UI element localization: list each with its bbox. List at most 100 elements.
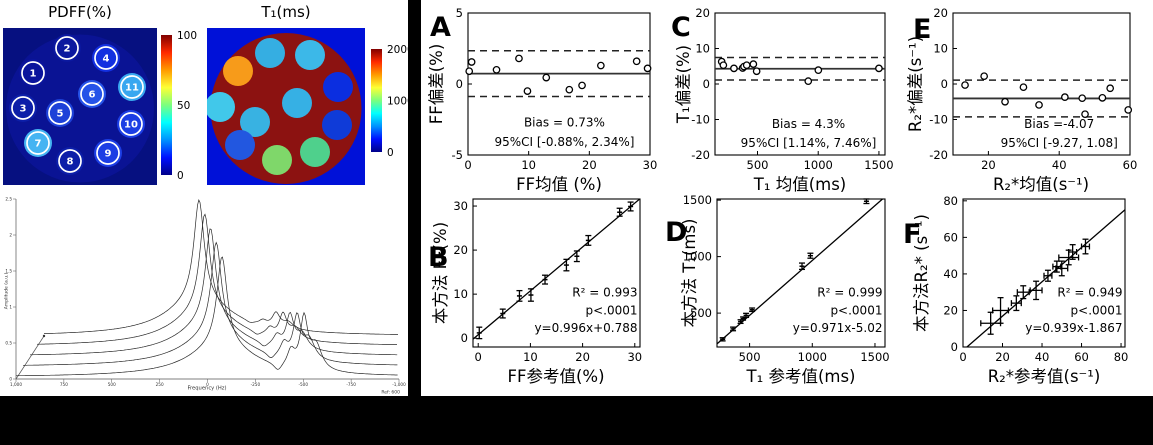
annotation-text: R² = 0.949 [1057,286,1122,300]
vial-number-4: 4 [103,54,110,65]
x-tick-label: 10 [523,350,538,364]
x-tick-label: 500 [739,350,761,364]
vial-ring-8 [58,149,82,173]
y-axis-label: 本方法 FF(%) [431,222,450,324]
x-tick-label: 20 [575,350,590,364]
x-tick-label: 20 [582,158,597,172]
y-tick-label: 500 [690,306,712,320]
spectrum-ref-label: Ref: 600 [381,390,400,396]
axes-box [472,198,641,348]
analysis-plots-panel: 0 10 20 30 -5 0 5 Bias = 0.73% 95%CI [-0.88%, 2.… [421,0,1153,396]
x-axis-label: R₂*参考值(s⁻¹) [988,367,1101,386]
spectrum-x-tick: -750 [346,382,356,387]
data-point [1081,110,1089,119]
spectrum-trace [23,241,398,366]
panel-letter-D: D [665,217,687,248]
spectrum-y-tick: 0 [9,377,12,382]
vial-1 [223,56,253,86]
y-tick-label: -20 [929,148,948,162]
depth-axis-marker [42,334,46,338]
vial-ring-2 [55,36,79,60]
data-point [730,64,738,73]
axes-box [716,198,886,348]
vial-number-7: 7 [35,139,42,150]
panel-letter-B: B [428,242,449,273]
x-tick-label: 1000 [804,158,833,172]
x-tick-label: 60 [1074,350,1089,364]
vial-10 [117,110,145,138]
y-tick-label: 60 [943,230,958,244]
vial-2 [255,38,285,68]
panel-D: 500 1000 1500 500 1000 1500 R² = 0.999 p<.0001 y… [665,193,890,386]
vial-4 [92,44,120,72]
vial-number-8: 8 [67,157,74,168]
data-point [961,81,969,89]
annotation-text: Bias = 4.3% [772,117,845,131]
x-tick-label: 500 [747,158,769,172]
vial-ring-4 [94,46,118,70]
y-tick-label: 20 [933,6,948,20]
data-point [643,64,652,73]
annotation-text: Bias =-4.07 [1024,117,1094,131]
vial-9 [94,139,122,167]
spectrum-x-tick: -500 [298,382,308,387]
y-tick-label: -10 [691,113,710,127]
colorbar-tick-label: 100 [177,30,197,42]
data-point [752,67,761,76]
panel-F: 0 20 40 60 80 0 20 40 60 80 R² = 0.949 p<.0001 y=0.9… [903,194,1128,386]
x-tick-label: 40 [1052,158,1067,172]
spectrum-x-tick: -1,000 [392,382,406,387]
data-point [1061,93,1069,101]
y-tick-label: 20 [695,6,710,20]
vial-number-1: 1 [30,69,37,80]
vial-3 [207,92,235,122]
panel-letter-A: A [430,12,451,43]
data-point [980,72,989,81]
x-axis-label: T₁ 参考值(ms) [746,367,856,386]
spectrum-x-tick: 500 [108,382,116,387]
data-point [565,85,574,94]
x-tick-label: 10 [521,158,536,172]
vial-6 [282,88,312,118]
vial-4 [295,40,325,70]
axes-box [952,12,1131,156]
x-tick-label: 1500 [860,350,889,364]
colorbar-tick-label: 0 [387,147,394,159]
data-point [1098,93,1107,102]
spectrum-x-tick: 750 [60,382,68,387]
y-tick-label: -20 [691,148,710,162]
vial-number-11: 11 [125,83,139,94]
vial-7 [225,130,255,160]
y-tick-label: 5 [456,6,463,20]
annotation-text: R² = 0.999 [817,286,882,300]
x-tick-label: 30 [643,158,658,172]
x-axis-label: T₁ 均值(ms) [753,175,846,194]
y-tick-label: 0 [941,77,948,91]
y-tick-label: 0 [951,340,958,354]
data-point [523,87,532,95]
y-tick-label: 0 [703,77,710,91]
axes-box [467,12,651,156]
vial-ring-3 [11,96,35,120]
panel-B: 0 10 20 30 0 10 20 30 R² = 0.993 p<.0001 y=0.996x+… [428,198,642,386]
annotation-text: p<.0001 [585,303,637,317]
vial-ring-9 [96,141,120,165]
data-point [542,73,551,82]
y-tick-label: 10 [933,42,948,56]
colorbar-gradient [161,35,172,175]
data-point [1035,101,1043,109]
x-tick-label: 0 [464,158,471,172]
x-tick-label: 20 [995,350,1010,364]
y-tick-label: 20 [943,303,958,317]
vial-ring-7 [26,131,50,155]
x-tick-label: 1500 [864,158,893,172]
vial-5 [46,99,74,127]
mrs-spectrum-plot: 1,000 750 500 250 0 -250 -500 -750 -1,000 0 0.5 1 1.… [4,197,406,396]
data-point [515,54,523,63]
vial-ring-1 [21,61,45,85]
annotation-text: p<.0001 [1071,303,1123,317]
data-point [1124,106,1133,114]
y-axis-label: FF偏差(%) [427,44,446,125]
annotation-text: 95%CI [-0.88%, 2.34%] [494,135,634,149]
